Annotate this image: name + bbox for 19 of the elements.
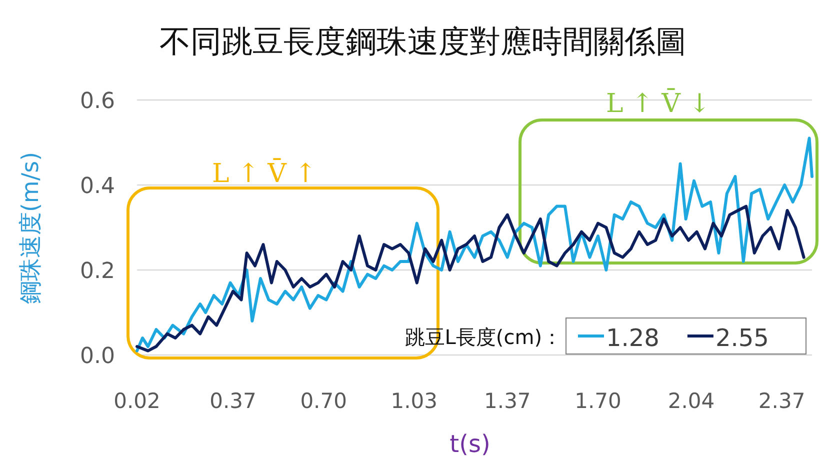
y-tick-label: 0.2 [80, 259, 115, 284]
x-tick-label: 2.37 [758, 389, 806, 413]
x-tick-label: 0.02 [114, 389, 160, 413]
legend-label: 2.55 [715, 324, 769, 352]
legend-label: 1.28 [606, 324, 660, 352]
y-tick-label: 0.6 [80, 89, 115, 114]
y-axis-title: 鋼珠速度(m/s) [18, 152, 44, 304]
y-tick-label: 0.0 [80, 344, 115, 369]
x-tick-label: 0.70 [300, 389, 347, 413]
annotation: L ↑ V̄ ↓ [606, 87, 710, 119]
chart-title: 不同跳豆長度鋼珠速度對應時間關係圖 [160, 24, 686, 60]
annotation: L ↑ V̄ ↑ [212, 157, 316, 189]
x-tick-label: 1.03 [390, 389, 438, 413]
x-tick-label: 1.70 [574, 389, 622, 413]
x-tick-label: 0.37 [210, 389, 256, 413]
x-axis-title: t(s) [450, 430, 490, 458]
x-tick-label: 2.04 [668, 389, 715, 413]
y-tick-label: 0.4 [80, 174, 115, 199]
x-tick-label: 1.37 [484, 389, 531, 413]
